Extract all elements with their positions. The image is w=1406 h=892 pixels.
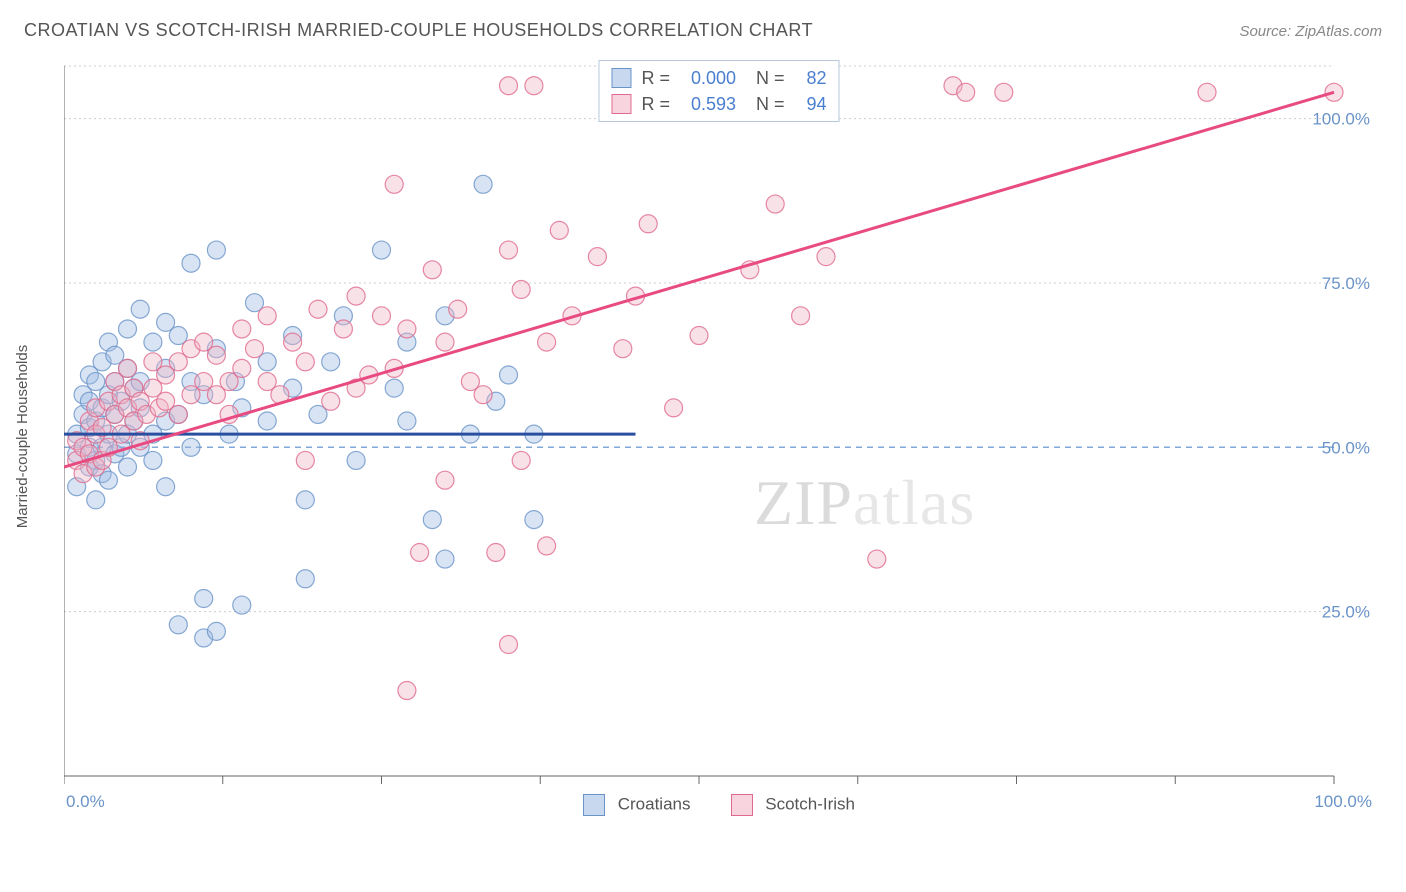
svg-text:25.0%: 25.0% [1322,603,1370,622]
svg-text:75.0%: 75.0% [1322,274,1370,293]
stat-n-label: N = [746,94,785,115]
stats-row-series1: R = 0.000 N = 82 [611,65,826,91]
source-attribution: Source: ZipAtlas.com [1239,23,1382,40]
stat-r-value-2: 0.593 [680,94,736,115]
plot-area: 25.0%50.0%75.0%100.0% ZIPatlas R = 0.000… [64,56,1374,816]
chart-title: CROATIAN VS SCOTCH-IRISH MARRIED-COUPLE … [24,20,813,41]
stat-n-value-2: 94 [795,94,827,115]
axes [64,66,1334,784]
trend-lines [64,92,1334,467]
scatter-chart-svg: 25.0% 50.0% 75.0% 100.0% [64,56,1374,816]
svg-text:50.0%: 50.0% [1322,438,1370,457]
stat-r-label: R = [641,68,670,89]
stats-row-series2: R = 0.593 N = 94 [611,91,826,117]
x-axis-max-label: 100.0% [1314,792,1372,812]
y-axis-label-wrap: Married-couple Households [8,56,38,816]
swatch-series2 [611,94,631,114]
chart-header: CROATIAN VS SCOTCH-IRISH MARRIED-COUPLE … [24,20,1382,41]
y-tick-labels: 25.0% 50.0% 75.0% 100.0% [1312,110,1370,622]
stat-r-value-1: 0.000 [680,68,736,89]
x-axis-end-labels: 0.0% 100.0% [64,792,1374,812]
stat-n-label: N = [746,68,785,89]
x-axis-min-label: 0.0% [66,792,105,812]
correlation-stats-box: R = 0.000 N = 82 R = 0.593 N = 94 [598,60,839,122]
stat-n-value-1: 82 [795,68,827,89]
stat-r-label: R = [641,94,670,115]
scatter-points [68,77,1343,700]
svg-text:100.0%: 100.0% [1312,110,1370,129]
y-axis-label: Married-couple Households [15,344,32,527]
swatch-series1 [611,68,631,88]
